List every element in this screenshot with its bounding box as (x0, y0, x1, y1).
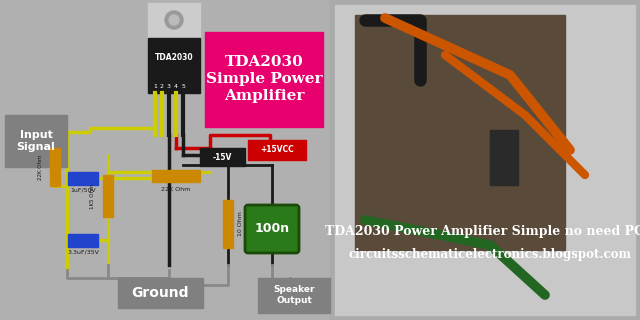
Text: Ground: Ground (131, 286, 189, 300)
Bar (148, 38, 200, 93)
Text: 1K5 Ohm: 1K5 Ohm (90, 183, 95, 209)
Bar (118, 278, 203, 308)
Text: TDA2030: TDA2030 (155, 53, 193, 62)
Text: 22K Ohm: 22K Ohm (38, 154, 42, 180)
Text: 10 Ohm: 10 Ohm (239, 212, 243, 236)
Text: 4: 4 (174, 84, 178, 90)
Text: 1uF/50V: 1uF/50V (70, 188, 96, 193)
Text: +15VCC: +15VCC (260, 146, 294, 155)
Bar (148, 3, 200, 41)
Bar (68, 234, 98, 247)
Text: 100n: 100n (255, 222, 289, 236)
Bar (205, 32, 323, 127)
Text: TDA2030 Power Amplifier Simple no need PCB: TDA2030 Power Amplifier Simple no need P… (325, 225, 640, 238)
Bar (258, 278, 330, 313)
Bar (335, 5, 635, 315)
Text: 2: 2 (160, 84, 164, 90)
Text: 5: 5 (181, 84, 185, 90)
Text: Input
Signal: Input Signal (17, 130, 56, 152)
Text: 22K Ohm: 22K Ohm (161, 187, 191, 192)
Text: circuitsschematicelectronics.blogspot.com: circuitsschematicelectronics.blogspot.co… (349, 248, 632, 261)
Bar (5, 115, 67, 167)
Circle shape (169, 15, 179, 25)
Text: -15V: -15V (212, 153, 232, 162)
Bar (248, 140, 306, 160)
Circle shape (165, 11, 183, 29)
Text: 1: 1 (153, 84, 157, 90)
Bar (490, 130, 518, 185)
Text: Speaker
Output: Speaker Output (273, 285, 315, 305)
Bar (223, 200, 233, 248)
Bar (152, 170, 200, 182)
Text: TDA2030
Simple Power
Amplifier: TDA2030 Simple Power Amplifier (205, 55, 323, 103)
FancyBboxPatch shape (245, 205, 299, 253)
Text: 3: 3 (167, 84, 171, 90)
Bar (50, 148, 60, 186)
Bar (330, 0, 640, 320)
Bar (355, 15, 565, 250)
Bar (68, 172, 98, 185)
Bar (200, 148, 245, 166)
Bar (103, 175, 113, 217)
Text: 3.3uF/35V: 3.3uF/35V (67, 250, 99, 255)
